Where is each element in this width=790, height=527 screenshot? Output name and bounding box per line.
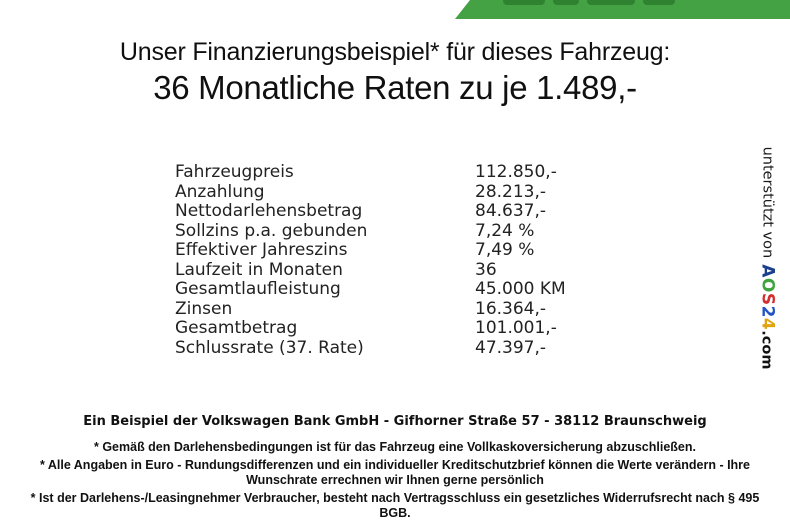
finance-value: 47.397,-: [475, 337, 547, 358]
finance-label: Laufzeit in Monaten: [175, 259, 343, 280]
aos24-logo-letter: S: [757, 292, 778, 306]
headline: Unser Finanzierungsbeispiel* für dieses …: [0, 38, 790, 107]
aos24-logo-letter: O: [757, 277, 778, 293]
table-row: Schlussrate (37. Rate) 47.397,-: [175, 337, 566, 359]
cutoff-logo-mark: [553, 0, 579, 5]
finance-table: Fahrzeugpreis 112.850,- Anzahlung 28.213…: [175, 162, 566, 359]
finance-value: 36: [475, 259, 497, 280]
table-row: Laufzeit in Monaten 36: [175, 259, 566, 281]
supported-by-strip: unterstützt von A O S 2 4 .com: [755, 147, 781, 370]
finance-label: Sollzins p.a. gebunden: [175, 220, 368, 241]
table-row: Gesamtbetrag 101.001,-: [175, 318, 566, 339]
finance-label: Zinsen: [175, 298, 233, 319]
aos24-logo-letter: 2: [757, 305, 778, 318]
finance-label: Fahrzeugpreis: [175, 162, 294, 182]
finance-value: 112.850,-: [475, 162, 557, 182]
bank-address-line: Ein Beispiel der Volkswagen Bank GmbH - …: [83, 414, 707, 429]
finance-value: 7,24 %: [475, 220, 535, 241]
finance-label: Nettodarlehensbetrag: [175, 201, 363, 221]
finance-label: Anzahlung: [175, 181, 265, 202]
headline-subtitle: Unser Finanzierungsbeispiel* für dieses …: [119, 38, 671, 66]
finance-value: 28.213,-: [475, 181, 547, 202]
finance-value: 101.001,-: [475, 318, 557, 338]
disclaimer-values: * Alle Angaben in Euro - Rundungsdiffere…: [39, 457, 751, 488]
finance-value: 84.637,-: [475, 201, 547, 221]
finance-label: Gesamtlaufleistung: [175, 279, 341, 299]
finance-value: 16.364,-: [475, 298, 547, 319]
table-row: Nettodarlehensbetrag 84.637,-: [175, 201, 566, 222]
cutoff-logo-mark: [643, 0, 675, 5]
finance-label: Gesamtbetrag: [175, 318, 298, 338]
aos24-logo-suffix: .com: [758, 330, 775, 370]
dealer-logo-banner: [455, 0, 790, 19]
aos24-logo-letter: A: [757, 264, 778, 278]
supported-by-label: unterstützt von: [759, 146, 776, 259]
headline-rate: 36 Monatliche Raten zu je 1.489,-: [153, 69, 637, 106]
finance-value: 45.000 KM: [475, 279, 566, 299]
aos24-logo[interactable]: A O S 2 4 .com: [758, 264, 778, 369]
finance-label: Effektiver Jahreszins: [175, 240, 348, 260]
disclaimer-insurance: * Gemäß den Darlehensbedingungen ist für…: [93, 440, 696, 454]
table-row: Sollzins p.a. gebunden 7,24 %: [175, 220, 566, 242]
disclaimer-withdrawal: * Ist der Darlehens-/Leasingnehmer Verbr…: [30, 490, 760, 521]
aos24-logo-letter: 4: [757, 317, 778, 331]
cutoff-logo-mark: [503, 0, 545, 5]
table-row: Fahrzeugpreis 112.850,-: [175, 162, 566, 183]
cutoff-logo-mark: [587, 0, 635, 5]
table-row: Gesamtlaufleistung 45.000 KM: [175, 279, 566, 300]
finance-label: Schlussrate (37. Rate): [175, 337, 364, 358]
table-row: Anzahlung 28.213,-: [175, 181, 566, 203]
table-row: Zinsen 16.364,-: [175, 298, 566, 320]
finance-value: 7,49 %: [475, 240, 535, 260]
table-row: Effektiver Jahreszins 7,49 %: [175, 240, 566, 261]
disclaimer-block: * Gemäß den Darlehensbedingungen ist für…: [30, 440, 760, 524]
